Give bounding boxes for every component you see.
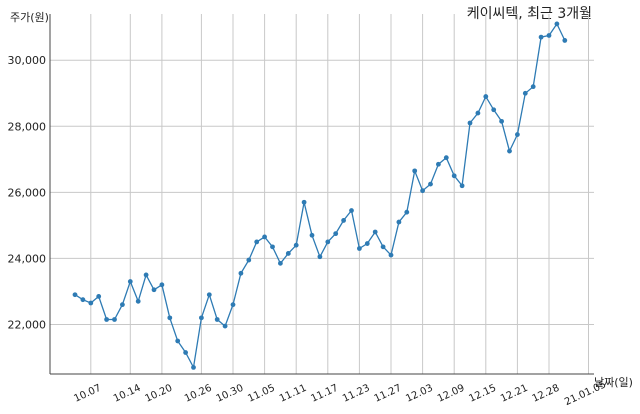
x-tick-label: 10.26 (183, 383, 214, 405)
price-point (436, 161, 441, 167)
price-point (380, 244, 386, 250)
price-point (293, 242, 299, 248)
x-tick-label: 11.27 (373, 383, 404, 405)
x-axis-label: 날짜(일) (594, 375, 633, 389)
price-point (120, 302, 125, 308)
price-point (499, 118, 504, 124)
x-tick-label: 11.11 (278, 383, 309, 405)
price-point (522, 90, 528, 96)
price-point (151, 287, 157, 293)
price-point (143, 272, 149, 278)
axes (49, 14, 594, 375)
x-tick-label: 10.14 (112, 383, 143, 405)
x-tick-label: 11.17 (309, 383, 340, 405)
price-point (72, 292, 78, 298)
price-point (199, 315, 204, 321)
x-tick-label: 12.15 (467, 383, 498, 405)
x-tick-label: 11.23 (341, 383, 372, 405)
price-point (222, 323, 228, 329)
price-point (183, 350, 189, 355)
chart-title: 케이씨텍, 최근 3개월 (467, 6, 592, 22)
x-tick-label: 10.20 (144, 383, 175, 405)
price-point (159, 282, 165, 288)
y-ticks: 22,000 24,000 26,000 28,000 30,000 (8, 54, 47, 331)
price-point (491, 107, 497, 113)
price-point (254, 239, 260, 245)
x-ticks: 10.07 10.14 10.20 10.26 10.30 11.05 11.11 11.17… (72, 379, 608, 408)
price-point (459, 183, 465, 189)
price-point (301, 199, 307, 205)
price-point (515, 132, 520, 137)
price-point (238, 270, 244, 276)
price-point (230, 302, 236, 308)
y-tick-label: 28,000 (8, 120, 47, 133)
price-point (404, 209, 410, 215)
price-point (325, 239, 331, 245)
gridlines (50, 14, 594, 374)
price-point (364, 241, 370, 246)
price-point (420, 188, 425, 194)
price-point (88, 300, 94, 306)
price-point (349, 208, 354, 213)
price-point (357, 246, 362, 251)
price-point (317, 254, 323, 260)
price-series (72, 21, 568, 370)
x-tick-label: 12.09 (436, 383, 467, 405)
price-point (112, 317, 117, 322)
price-point (467, 120, 473, 126)
y-axis-label: 주가(원) (10, 11, 49, 24)
price-point (96, 293, 102, 299)
x-tick-label: 11.05 (246, 383, 277, 405)
price-point (507, 148, 512, 154)
price-point (396, 219, 402, 225)
price-point (451, 173, 457, 179)
x-tick-label: 21.01.05 (563, 379, 608, 408)
x-tick-label: 10.07 (72, 383, 103, 405)
x-tick-label: 12.21 (499, 383, 530, 405)
price-point (530, 84, 536, 90)
price-point (278, 260, 283, 266)
price-point (475, 110, 481, 116)
price-point (175, 338, 181, 344)
price-point (104, 317, 109, 322)
y-tick-label: 24,000 (8, 252, 47, 265)
price-point (167, 315, 173, 321)
price-line (74, 22, 566, 370)
price-point (285, 251, 291, 256)
price-point (372, 229, 378, 235)
price-point (191, 364, 196, 370)
y-tick-label: 30,000 (8, 54, 47, 67)
price-point (562, 38, 568, 43)
price-point (246, 257, 252, 263)
price-point (538, 34, 544, 40)
price-point (127, 279, 133, 284)
price-point (206, 292, 212, 298)
price-point (270, 244, 275, 250)
price-point (546, 33, 552, 38)
x-tick-label: 12.03 (404, 383, 435, 405)
price-point (483, 94, 489, 99)
price-point (333, 231, 339, 237)
price-point (214, 317, 220, 322)
y-tick-label: 26,000 (8, 186, 47, 199)
x-tick-label: 12.28 (531, 383, 562, 405)
price-point (262, 234, 267, 240)
price-point (341, 218, 346, 223)
price-point (80, 297, 86, 303)
x-tick-label: 10.30 (215, 383, 246, 405)
price-point (443, 155, 449, 161)
price-point (428, 181, 433, 187)
price-point (412, 168, 418, 174)
price-point (388, 252, 394, 258)
price-point (554, 21, 560, 27)
price-point (135, 298, 141, 304)
price-point (309, 232, 315, 238)
y-tick-label: 22,000 (8, 318, 47, 331)
